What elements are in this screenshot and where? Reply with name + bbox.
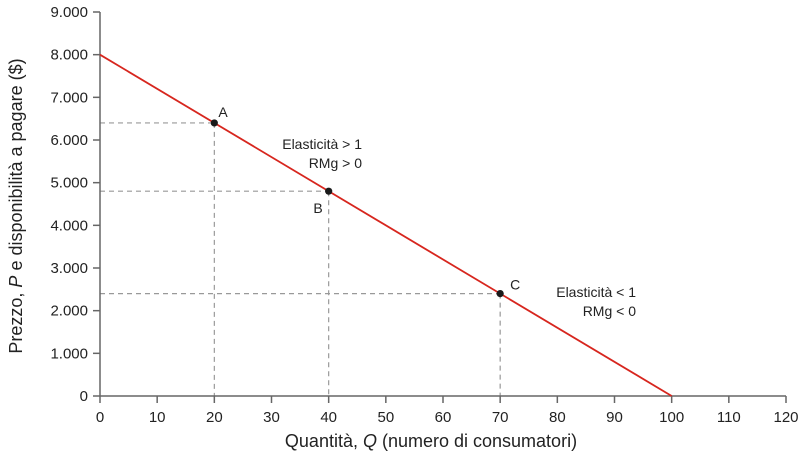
x-tick-label: 30: [263, 409, 280, 426]
y-tick-label: 2.000: [50, 303, 88, 320]
x-tick-label: 20: [206, 409, 223, 426]
annotations: Elasticità > 1 RMg > 0 Elasticità < 1 RMg <…: [282, 136, 636, 319]
dashed-guide-lines: [100, 122, 501, 396]
x-tick-label: 120: [773, 409, 798, 426]
demand-line: [99, 53, 673, 397]
y-tick-label: 3.000: [50, 260, 88, 277]
annotation-line: RMg > 0: [309, 155, 363, 171]
x-tick-label: 110: [717, 409, 741, 426]
x-tick-label: 60: [435, 409, 452, 426]
x-tick-label: 80: [549, 409, 566, 426]
y-tick-label: 0: [80, 388, 88, 405]
annotation-line: Elasticità < 1: [556, 284, 636, 300]
y-tick-label: 8.000: [50, 47, 88, 64]
x-tick-label: 70: [492, 409, 509, 426]
y-tick-label: 4.000: [50, 217, 88, 234]
annotation-line: RMg < 0: [583, 303, 637, 319]
y-axis-title: Prezzo, P e disponibilità a pagare ($): [6, 58, 26, 353]
x-tick-label: 40: [320, 409, 337, 426]
y-tick-label: 1.000: [50, 345, 88, 362]
y-tick-label: 6.000: [50, 132, 88, 149]
point-label-c: C: [510, 277, 520, 293]
point-c: [496, 290, 504, 298]
x-tick-label: 10: [149, 409, 166, 426]
demand-curve: [99, 53, 673, 397]
data-points: A B C: [210, 104, 520, 298]
point-b: [325, 187, 333, 195]
x-axis-title: Quantità, Q (numero di consumatori): [285, 431, 577, 451]
axes: 0 1.000 2.000 3.000 4.000 5.000 6.000 7.000 8.00…: [50, 4, 798, 426]
point-a: [210, 119, 218, 127]
y-tick-label: 9.000: [50, 4, 88, 21]
x-tick-label: 0: [96, 409, 104, 426]
y-tick-label: 5.000: [50, 175, 88, 192]
point-label-b: B: [313, 200, 322, 216]
annotation-line: Elasticità > 1: [282, 136, 362, 152]
x-tick-label: 90: [606, 409, 623, 426]
point-label-a: A: [218, 104, 228, 120]
x-tick-label: 50: [377, 409, 394, 426]
y-tick-label: 7.000: [50, 89, 88, 106]
x-tick-label: 100: [659, 409, 684, 426]
